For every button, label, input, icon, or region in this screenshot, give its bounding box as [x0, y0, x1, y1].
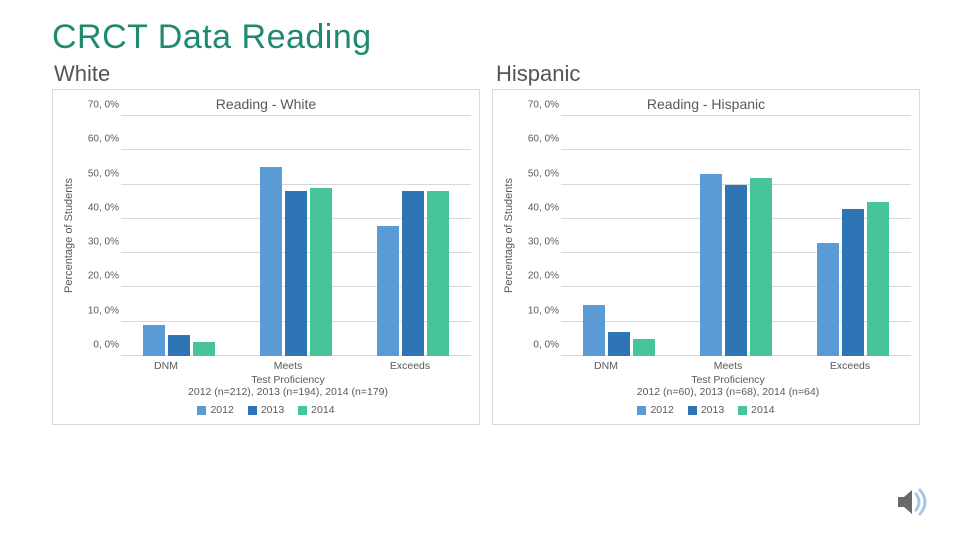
bar: [285, 191, 307, 356]
x-axis-label: Test Proficiency2012 (n=212), 2013 (n=19…: [105, 374, 471, 398]
category-group: [238, 116, 355, 356]
y-tick-label: 10, 0%: [77, 305, 119, 316]
chart-title: Reading - Hispanic: [501, 96, 911, 112]
bar: [633, 339, 655, 356]
bar: [725, 185, 747, 356]
bar: [750, 178, 772, 356]
legend: 2012 2013 2014: [61, 404, 471, 416]
category-group: [561, 116, 678, 356]
chart-title: Reading - White: [61, 96, 471, 112]
y-tick-label: 0, 0%: [77, 340, 119, 351]
x-tick-label: Exceeds: [349, 360, 471, 372]
x-tick-label: Meets: [227, 360, 349, 372]
bar: [817, 243, 839, 356]
category-group: [354, 116, 471, 356]
legend-item: 2012: [197, 404, 233, 416]
x-tick-label: DNM: [545, 360, 667, 372]
bar: [377, 226, 399, 356]
plot-area: 0, 0% 10, 0% 20, 0% 30, 0% 40, 0% 50, 0% 60, 0…: [517, 116, 911, 356]
x-tick-label: Meets: [667, 360, 789, 372]
bar: [143, 325, 165, 356]
x-tick-label: Exceeds: [789, 360, 911, 372]
subtitle-white: White: [52, 61, 486, 87]
y-tick-label: 0, 0%: [517, 340, 559, 351]
y-tick-label: 30, 0%: [517, 237, 559, 248]
legend-swatch: [688, 406, 697, 415]
y-tick-label: 70, 0%: [517, 100, 559, 111]
chart-hispanic: Reading - Hispanic Percentage of Students…: [492, 89, 920, 425]
legend-item: 2014: [298, 404, 334, 416]
legend-item: 2014: [738, 404, 774, 416]
legend-item: 2012: [637, 404, 673, 416]
bar: [608, 332, 630, 356]
legend-swatch: [738, 406, 747, 415]
page-title: CRCT Data Reading: [52, 18, 920, 57]
speaker-icon: [892, 482, 932, 522]
bar: [402, 191, 424, 356]
y-tick-label: 50, 0%: [517, 168, 559, 179]
y-tick-label: 60, 0%: [77, 134, 119, 145]
bar: [583, 305, 605, 356]
y-axis-label: Percentage of Students: [501, 116, 517, 356]
subtitle-row: White Hispanic: [52, 61, 920, 87]
bar: [427, 191, 449, 356]
y-tick-label: 70, 0%: [77, 100, 119, 111]
legend-swatch: [248, 406, 257, 415]
bar: [193, 342, 215, 356]
bar: [168, 335, 190, 356]
category-group: [121, 116, 238, 356]
y-tick-label: 20, 0%: [517, 271, 559, 282]
charts-row: Reading - WhitePercentage of Students0, …: [52, 89, 920, 425]
chart-white: Reading - White Percentage of Students0, …: [52, 89, 480, 425]
bar: [867, 202, 889, 356]
legend-swatch: [637, 406, 646, 415]
y-tick-label: 40, 0%: [77, 202, 119, 213]
y-tick-label: 10, 0%: [517, 305, 559, 316]
y-tick-label: 50, 0%: [77, 168, 119, 179]
y-axis-label: Percentage of Students: [61, 116, 77, 356]
bar: [310, 188, 332, 356]
slide: CRCT Data Reading White Hispanic Reading…: [0, 0, 960, 540]
legend-swatch: [197, 406, 206, 415]
x-tick-label: DNM: [105, 360, 227, 372]
plot-area: 0, 0% 10, 0% 20, 0% 30, 0% 40, 0% 50, 0% 60, 0…: [77, 116, 471, 356]
bar: [842, 209, 864, 356]
subtitle-hispanic: Hispanic: [486, 61, 920, 87]
x-axis-label: Test Proficiency2012 (n=60), 2013 (n=68)…: [545, 374, 911, 398]
y-tick-label: 30, 0%: [77, 237, 119, 248]
y-tick-label: 20, 0%: [77, 271, 119, 282]
category-group: [678, 116, 795, 356]
legend-item: 2013: [688, 404, 724, 416]
bar: [700, 174, 722, 356]
bar: [260, 167, 282, 356]
y-tick-label: 60, 0%: [517, 134, 559, 145]
legend-item: 2013: [248, 404, 284, 416]
legend: 2012 2013 2014: [501, 404, 911, 416]
category-group: [794, 116, 911, 356]
legend-swatch: [298, 406, 307, 415]
y-tick-label: 40, 0%: [517, 202, 559, 213]
